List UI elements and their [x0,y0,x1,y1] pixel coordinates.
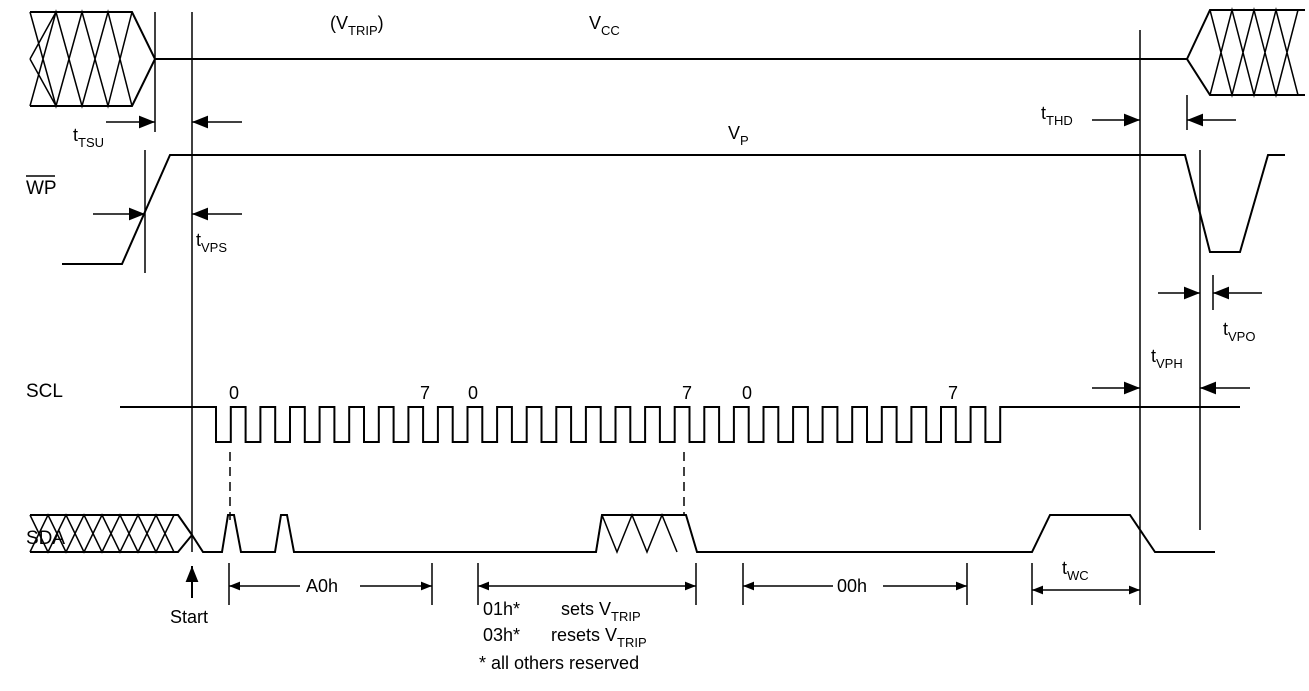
vcc-label: VCC [589,13,620,38]
vcc-hatch-left [29,9,133,109]
labels: (VTRIP) VCC VP tTSU tTHD tVPS tVPH tVPO … [26,13,1255,673]
reference-lines [144,12,1214,605]
ttsu-label: tTSU [73,125,104,150]
reserved-note: * all others reserved [479,653,639,673]
vcc-waveform [29,7,1305,109]
wp-signal-label: WP [26,178,57,199]
vp-label: VP [728,123,749,148]
bit-number: 0 [468,383,478,403]
sets-vtrip-label: sets VTRIP [561,599,641,624]
bit-number: 7 [682,383,692,403]
bit-number: 0 [229,383,239,403]
timing-arrows [93,113,1262,598]
a0h-label: A0h [306,576,338,596]
sda-hatch [29,513,175,554]
start-label: Start [170,607,208,627]
sda-signal-label: SDA [26,528,65,549]
scl-waveform [120,406,1240,443]
scl-signal-label: SCL [26,381,63,402]
tvph-label: tVPH [1151,346,1183,371]
sda-line [191,514,1215,553]
h01-label: 01h* [483,599,520,619]
tthd-label: tTHD [1041,103,1073,128]
vtrip-label: (VTRIP) [330,13,384,38]
vcc-hatch-right-outline [1185,9,1305,96]
bit-number: 0 [742,383,752,403]
tvps-label: tVPS [196,230,227,255]
bit-number: 7 [948,383,958,403]
bit-number: 7 [420,383,430,403]
wp-waveform [62,154,1285,265]
vcc-hatch-right [1209,7,1299,98]
tvpo-label: tVPO [1223,319,1255,344]
h03-label: 03h* [483,625,520,645]
sda-vtrip-hatch [595,513,678,554]
h00-label: 00h [837,576,867,596]
sda-waveform [29,513,1215,554]
resets-vtrip-label: resets VTRIP [551,625,647,650]
twc-label: tWC [1062,558,1089,583]
